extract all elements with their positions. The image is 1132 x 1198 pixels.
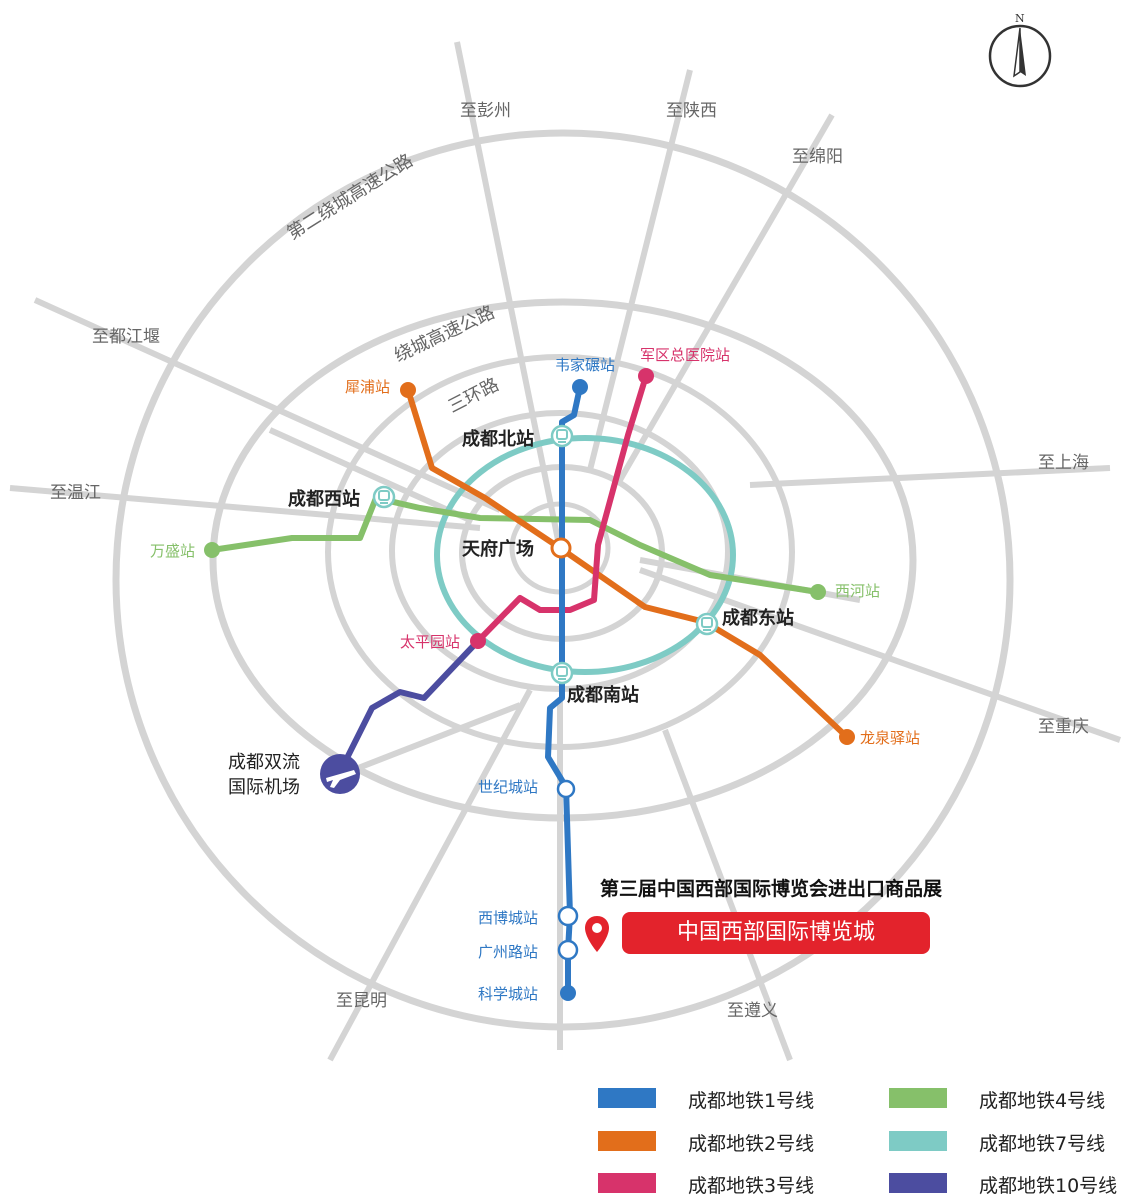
legend-label-line10: 成都地铁10号线 [979,1175,1118,1197]
dest-chongqing: 至重庆 [1038,717,1089,737]
road-to-mianyang [617,113,835,482]
railway-icon-chengdu-west[interactable] [372,485,396,509]
station-dot-weijianian[interactable] [572,379,588,395]
label-chengdu-west: 成都西站 [288,488,360,510]
metro-line-4 [209,495,821,595]
label-guangzhou-road: 广州路站 [478,943,538,961]
label-chengdu-east: 成都东站 [722,607,794,629]
metro-line-3 [475,373,649,644]
label-weijianian: 韦家碾站 [555,356,615,374]
dest-kunming: 至昆明 [336,991,387,1011]
station-dot-taipingyuan[interactable] [470,633,486,649]
legend-label-line1: 成都地铁1号线 [688,1090,815,1112]
destination-labels: 至彭州 至陕西 至绵阳 至都江堰 至上海 至温江 至重庆 至昆明 至遵义 [50,101,1089,1021]
legend-label-line7: 成都地铁7号线 [979,1133,1106,1155]
ring-second-expressway [112,129,1014,1031]
station-dot-longquanyi[interactable] [839,729,855,745]
dest-zunyi: 至遵义 [727,1001,778,1021]
label-xipu: 犀浦站 [345,378,390,396]
legend-label-line3: 成都地铁3号线 [688,1175,815,1197]
station-dot-kexuecheng[interactable] [560,985,576,1001]
label-airport-line1: 成都双流 [228,752,300,773]
dest-pengzhou: 至彭州 [460,101,511,121]
legend-swatch-line2 [598,1131,656,1151]
label-tianfu-square: 天府广场 [462,538,534,560]
label-xihe: 西河站 [835,582,880,600]
station-labels: 韦家碾站 军区总医院站 犀浦站 成都北站 成都西站 万盛站 天府广场 西河站 成… [150,346,920,1003]
station-dot-guangzhou-road[interactable] [557,939,579,961]
railway-icon-chengdu-north[interactable] [550,424,574,448]
dest-wenjiang: 至温江 [50,483,101,503]
metro-lines [209,373,850,995]
dest-shanghai: 至上海 [1038,453,1089,473]
label-century-city: 世纪城站 [478,778,538,796]
metro-line-1 [545,384,583,995]
label-junqu-hospital: 军区总医院站 [640,346,730,364]
station-dot-xipu[interactable] [400,382,416,398]
legend-swatch-line7 [889,1131,947,1151]
station-dot-wansheng[interactable] [204,542,220,558]
legend-swatch-line3 [598,1173,656,1193]
station-dot-xihe[interactable] [810,584,826,600]
airport-icon[interactable] [320,754,360,794]
legend-swatch-line4 [889,1088,947,1108]
road-to-shaanxi [587,69,693,471]
road-to-zunyi [662,728,793,1062]
dest-mianyang: 至绵阳 [792,147,843,167]
legend: 成都地铁1号线 成都地铁4号线 成都地铁2号线 成都地铁7号线 成都地铁3号线 … [0,1070,1132,1197]
road-to-kunming [327,688,533,1062]
station-dot-tianfu-square[interactable] [550,537,572,559]
dest-dujiangyan: 至都江堰 [92,327,160,347]
compass: N [984,10,1056,90]
expo-venue-badge[interactable]: 中国西部国际博览城 [622,912,930,954]
ring-third [325,354,795,750]
road-airport [346,702,522,775]
label-wansheng: 万盛站 [150,542,195,560]
label-kexuecheng: 科学城站 [478,985,538,1003]
label-second-ring-expressway: 第二绕城高速公路 [284,150,417,244]
label-airport-line2: 国际机场 [228,777,300,798]
station-dot-junqu-hospital[interactable] [638,368,654,384]
station-dot-xibocheng[interactable] [557,905,579,927]
legend-label-line4: 成都地铁4号线 [979,1090,1106,1112]
metro-line-7 [434,435,736,675]
road-to-wenjiang [9,485,481,531]
legend-swatch-line1 [598,1088,656,1108]
label-ring-expressway: 绕城高速公路 [391,302,498,367]
station-dot-century-city[interactable] [556,779,576,799]
road-to-shanghai [749,465,1111,488]
metro-line-2 [405,387,850,740]
location-pin-icon [583,914,611,956]
road-to-pengzhou [454,41,561,541]
stations [204,368,855,1001]
railway-icon-chengdu-east[interactable] [695,612,719,636]
legend-swatch-line10 [889,1173,947,1193]
legend-label-line2: 成都地铁2号线 [688,1133,815,1155]
metro-line-10 [339,638,481,771]
railway-icon-chengdu-south[interactable] [550,661,574,685]
dest-shaanxi: 至陕西 [666,101,717,121]
compass-north-label: N [1015,12,1025,25]
label-longquanyi: 龙泉驿站 [860,729,920,747]
label-xibocheng: 西博城站 [478,909,538,927]
label-chengdu-north: 成都北站 [462,428,534,450]
label-taipingyuan: 太平园站 [400,633,460,651]
expo-title: 第三届中国西部国际博览会进出口商品展 [600,878,943,900]
ring-expressway [209,298,917,822]
road-west-inner [268,427,472,523]
label-chengdu-south: 成都南站 [567,684,639,706]
